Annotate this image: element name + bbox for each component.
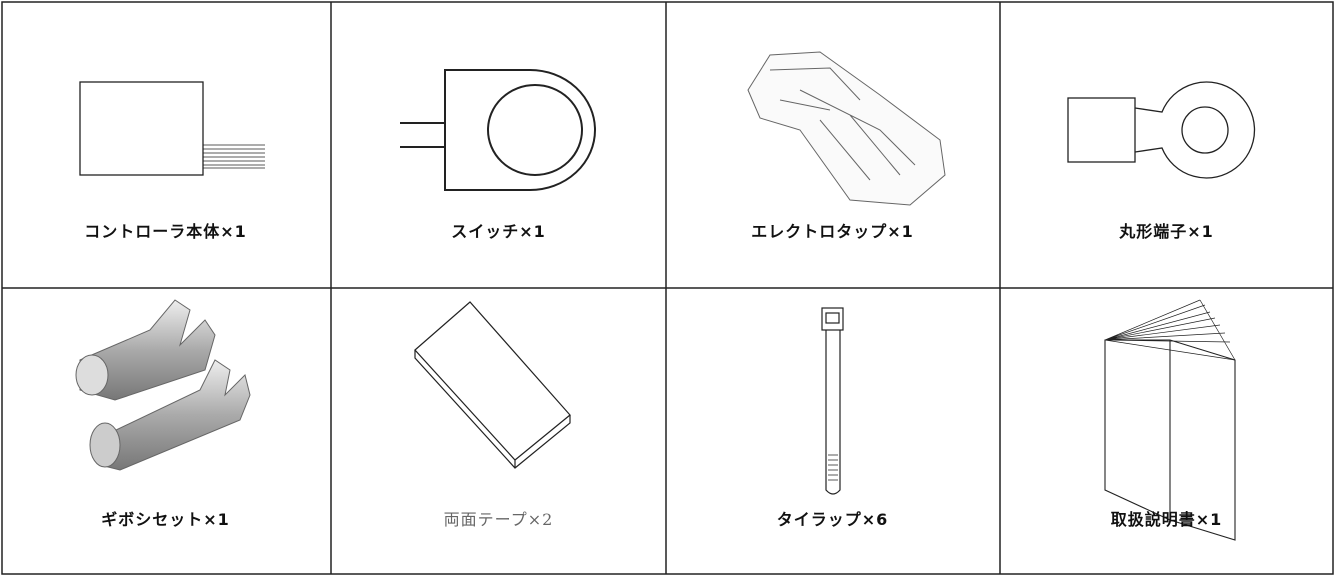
item-label: コントローラ本体×1	[84, 222, 247, 241]
item-label: ギボシセット×1	[101, 510, 230, 529]
item-label: 丸形端子×1	[1119, 222, 1214, 241]
switch-icon	[400, 69, 596, 191]
item-label: タイラップ×6	[776, 510, 889, 529]
item-label: 両面テープ×2	[443, 510, 554, 529]
item-label: スイッチ×1	[451, 222, 546, 241]
gibosi-icon	[75, 299, 251, 471]
tape-icon	[414, 301, 571, 469]
item-label: 取扱説明書×1	[1110, 510, 1223, 529]
tie-icon	[821, 307, 844, 495]
electrotap-icon	[747, 51, 946, 206]
ring-terminal-icon	[1067, 81, 1256, 179]
item-label: エレクトロタップ×1	[751, 222, 914, 241]
controller-icon	[79, 81, 265, 176]
manual-icon	[1104, 299, 1236, 541]
